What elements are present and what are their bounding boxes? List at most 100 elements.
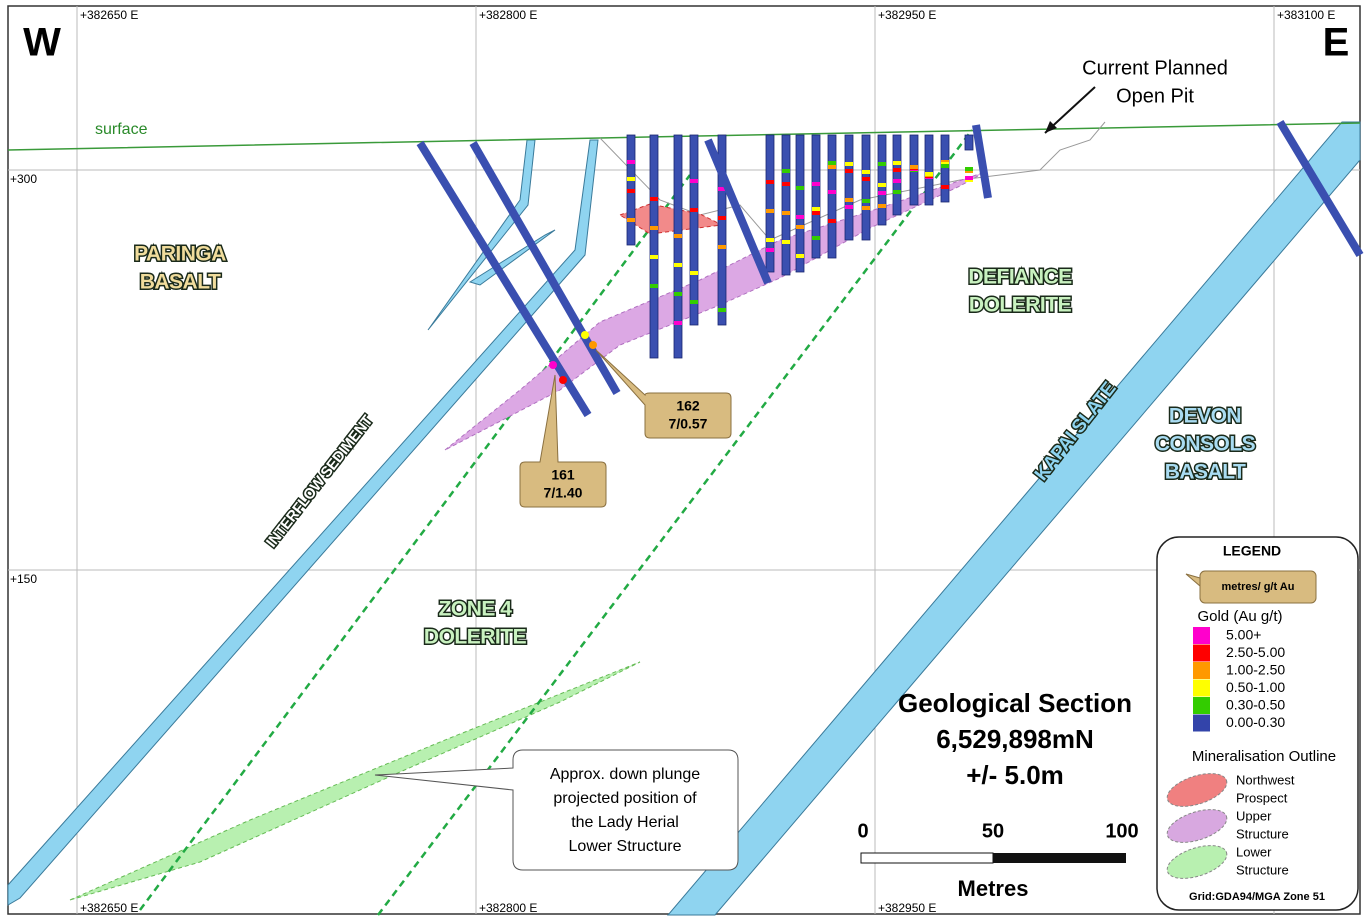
- grade-interval: [718, 245, 726, 249]
- inclined-hole: [469, 141, 621, 395]
- grade-interval: [718, 187, 726, 191]
- grade-interval: [674, 321, 682, 325]
- legend-label: Structure: [1236, 862, 1289, 877]
- legend-swatch: [1193, 627, 1210, 644]
- interflow-sediment: [7, 139, 599, 906]
- faults: [138, 129, 973, 916]
- legend-label: 0.00-0.30: [1226, 714, 1285, 730]
- grade-interval: [766, 248, 774, 252]
- drill-hole: [673, 134, 683, 359]
- grade-interval: [910, 165, 918, 169]
- legend-subtitle: Mineralisation Outline: [1192, 748, 1336, 765]
- drill-hole: [795, 134, 805, 273]
- grade-interval: [893, 190, 901, 194]
- legend-label: Northwest: [1236, 772, 1295, 787]
- formation-label: BASALT: [140, 271, 221, 294]
- grade-interval: [893, 161, 901, 165]
- grade-interval: [650, 197, 658, 201]
- scale-white: [860, 852, 994, 864]
- legend-outline: [1166, 845, 1228, 879]
- legend-label: 2.50-5.00: [1226, 644, 1285, 660]
- scale-tick: 0: [857, 820, 868, 842]
- note-line: Approx. down plunge: [550, 766, 700, 783]
- grid: [8, 6, 1360, 914]
- grade-interval: [766, 238, 774, 242]
- grade-interval: [862, 177, 870, 181]
- grade-interval: [627, 218, 635, 222]
- legend-swatch: [1193, 714, 1210, 732]
- legend-label: Structure: [1236, 826, 1289, 841]
- formation-label: PARINGA: [134, 243, 226, 266]
- legend-swatch: [1193, 679, 1210, 697]
- easting-label: +382650 E: [80, 901, 138, 915]
- grade-interval: [549, 361, 557, 369]
- grade-interval: [862, 206, 870, 210]
- legend-subtitle: Gold (Au g/t): [1197, 608, 1282, 625]
- legend-swatch: [1193, 644, 1210, 662]
- grade-interval: [941, 185, 949, 189]
- drill-hole: [689, 134, 699, 326]
- drill-hole: [964, 134, 974, 151]
- grade-interval: [650, 284, 658, 288]
- drill-hole: [892, 134, 902, 216]
- grade-interval: [878, 183, 886, 187]
- scale-black: [993, 853, 1126, 863]
- grade-interval: [828, 190, 836, 194]
- grade-interval: [650, 226, 658, 230]
- grade-interval: [828, 219, 836, 223]
- grade-interval: [650, 255, 658, 259]
- grade-interval: [690, 208, 698, 212]
- pit-label: Current Planned: [1082, 57, 1228, 79]
- legend-swatch: [1193, 697, 1210, 714]
- grade-interval: [559, 376, 567, 384]
- elevation-label: +300: [10, 172, 37, 186]
- inclined-hole: [972, 124, 992, 199]
- formation-label: DOLERITE: [424, 626, 527, 649]
- grade-interval: [845, 205, 853, 209]
- legend-callout: [1199, 570, 1317, 604]
- grade-interval: [965, 176, 973, 180]
- legend-label: 0.30-0.50: [1226, 697, 1285, 713]
- grade-interval: [718, 308, 726, 312]
- grade-interval: [878, 162, 886, 166]
- grade-interval: [581, 331, 589, 339]
- section-title: 6,529,898mN: [936, 724, 1094, 754]
- grade-interval: [782, 182, 790, 186]
- legend-label: Prospect: [1236, 790, 1288, 805]
- grade-interval: [828, 161, 836, 165]
- drill-hole: [924, 134, 934, 206]
- grade-interval: [812, 207, 820, 211]
- grade-interval: [812, 182, 820, 186]
- note-line: the Lady Herial: [571, 814, 679, 831]
- easting-label: +382800 E: [479, 8, 537, 22]
- grade-interval: [878, 204, 886, 208]
- formation-label: DOLERITE: [969, 294, 1072, 317]
- legend-label: 0.50-1.00: [1226, 679, 1285, 695]
- formation-label: DEFIANCE: [968, 266, 1072, 289]
- easting-label: +382800 E: [479, 901, 537, 915]
- grade-interval: [690, 300, 698, 304]
- grade-interval: [718, 216, 726, 220]
- legend-label: Lower: [1236, 844, 1272, 859]
- drill-hole: [765, 134, 775, 273]
- drill-hole: [649, 134, 659, 359]
- hole-id: 161: [551, 467, 575, 483]
- grade-interval: [690, 271, 698, 275]
- legend-swatch: [1193, 662, 1210, 679]
- arrow-head: [1045, 121, 1057, 133]
- grade-interval: [796, 186, 804, 190]
- grade-interval: [627, 177, 635, 181]
- grade-interval: [796, 215, 804, 219]
- easting-label: +382950 E: [878, 901, 936, 915]
- section-title: +/- 5.0m: [966, 760, 1064, 790]
- grade-interval: [782, 211, 790, 215]
- callout-161: [519, 374, 607, 508]
- legend-label: 1.00-2.50: [1226, 662, 1285, 678]
- inclined-hole: [704, 138, 772, 285]
- grade-interval: [627, 160, 635, 164]
- lower-structure: [69, 661, 641, 901]
- intercept-value: 7/1.40: [544, 485, 583, 501]
- upper-structure: [444, 171, 986, 451]
- legend-title: LEGEND: [1223, 543, 1281, 559]
- drill-hole: [717, 134, 727, 326]
